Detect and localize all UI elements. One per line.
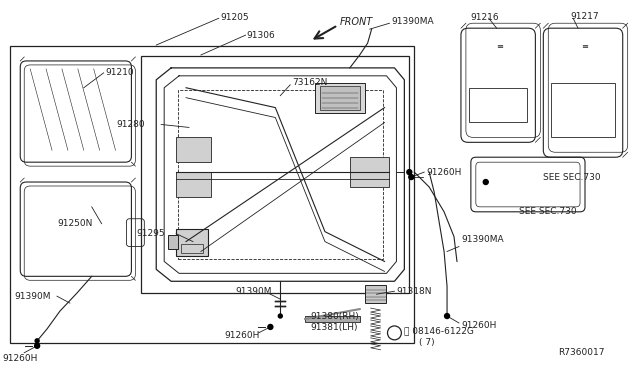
Circle shape <box>387 326 401 340</box>
Text: Ⓑ 08146-6122G: Ⓑ 08146-6122G <box>404 326 474 336</box>
Text: FRONT: FRONT <box>340 17 373 27</box>
Text: ≡: ≡ <box>582 42 589 51</box>
Text: 91390M: 91390M <box>236 287 272 296</box>
Bar <box>176 137 211 162</box>
Text: 91217: 91217 <box>570 12 599 21</box>
Text: 91381(LH): 91381(LH) <box>310 323 358 333</box>
Text: 91210: 91210 <box>106 68 134 77</box>
Text: 91260H: 91260H <box>461 321 496 330</box>
Bar <box>181 244 203 253</box>
Circle shape <box>409 174 414 180</box>
Bar <box>365 285 387 303</box>
Bar <box>10 46 414 343</box>
Text: 91260H: 91260H <box>225 331 260 340</box>
Circle shape <box>35 339 39 343</box>
Circle shape <box>445 314 449 318</box>
Text: 91216: 91216 <box>471 13 499 22</box>
Text: 91260H: 91260H <box>3 354 38 363</box>
Text: R7360017: R7360017 <box>558 348 605 357</box>
Text: 91380(RH): 91380(RH) <box>310 311 359 321</box>
Bar <box>141 56 410 293</box>
Text: 91390MA: 91390MA <box>461 235 504 244</box>
Text: 91295: 91295 <box>136 229 165 238</box>
Bar <box>315 83 365 113</box>
Text: 91306: 91306 <box>246 31 275 40</box>
Text: 91318N: 91318N <box>396 287 432 296</box>
Circle shape <box>407 170 412 174</box>
Bar <box>176 172 211 197</box>
Bar <box>168 235 178 248</box>
Text: 91205: 91205 <box>221 13 250 22</box>
Bar <box>350 157 390 187</box>
Text: 91280: 91280 <box>116 120 145 129</box>
Bar <box>320 86 360 110</box>
Text: ≡: ≡ <box>496 42 503 51</box>
Text: SEE SEC.730: SEE SEC.730 <box>518 207 576 216</box>
Text: 73162N: 73162N <box>292 78 328 87</box>
Text: 91260H: 91260H <box>426 168 461 177</box>
Bar <box>176 229 208 256</box>
Bar <box>469 88 527 122</box>
Text: ( 7): ( 7) <box>419 338 435 347</box>
Circle shape <box>278 314 282 318</box>
Text: SEE SEC.730: SEE SEC.730 <box>543 173 601 182</box>
Bar <box>305 316 360 322</box>
Text: 91390MA: 91390MA <box>392 17 434 26</box>
Circle shape <box>268 324 273 330</box>
Bar <box>178 90 383 259</box>
Circle shape <box>35 343 40 348</box>
Text: B: B <box>392 328 397 337</box>
Circle shape <box>483 180 488 185</box>
Text: 91390M: 91390M <box>14 292 51 301</box>
Bar <box>551 83 615 137</box>
Text: 91250N: 91250N <box>57 219 92 228</box>
